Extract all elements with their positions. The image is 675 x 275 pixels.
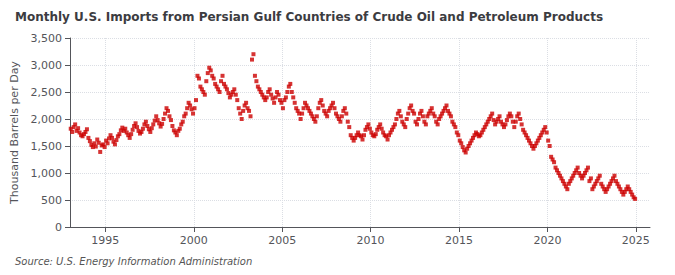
svg-text:2000: 2000 [180,234,208,247]
svg-text:Monthly U.S. Imports from Pers: Monthly U.S. Imports from Persian Gulf C… [15,10,603,24]
svg-text:2,000: 2,000 [31,113,63,126]
svg-text:1995: 1995 [91,234,119,247]
svg-text:Thousand Barrels per Day: Thousand Barrels per Day [8,61,21,205]
svg-text:3,500: 3,500 [31,32,63,45]
svg-text:2015: 2015 [445,234,473,247]
svg-text:Source: U.S. Energy Informatio: Source: U.S. Energy Information Administ… [15,256,252,267]
svg-text:2005: 2005 [268,234,296,247]
svg-text:2,500: 2,500 [31,86,63,99]
svg-text:2010: 2010 [357,234,385,247]
svg-text:1,000: 1,000 [31,167,63,180]
svg-text:1,500: 1,500 [31,140,63,153]
svg-text:0: 0 [55,221,62,234]
svg-text:2020: 2020 [533,234,561,247]
svg-text:2025: 2025 [622,234,650,247]
svg-text:3,000: 3,000 [31,59,63,72]
svg-text:500: 500 [41,194,62,207]
